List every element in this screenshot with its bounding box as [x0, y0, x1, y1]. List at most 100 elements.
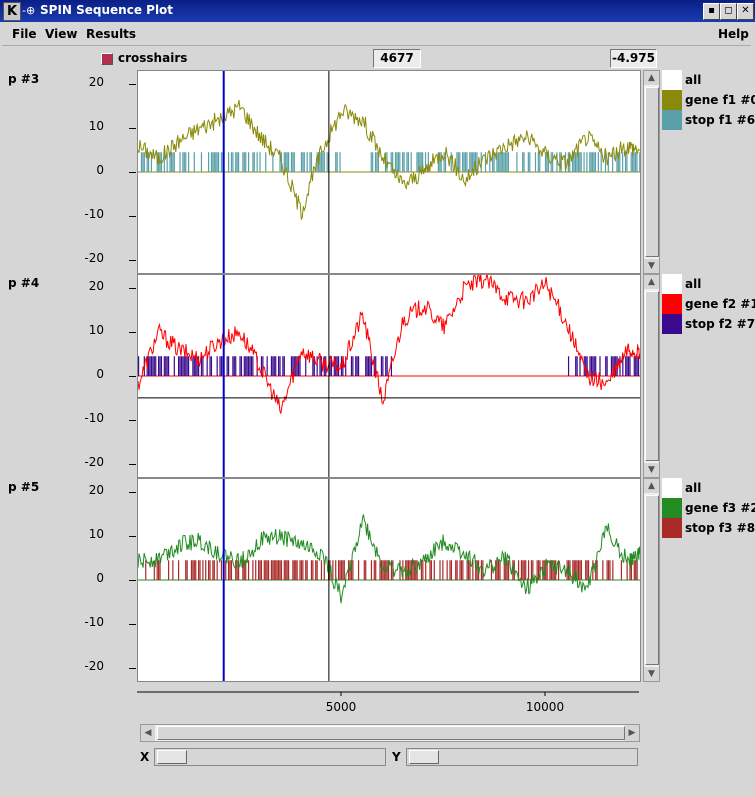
- stop-bar: [183, 152, 185, 172]
- legend-swatch[interactable]: [662, 294, 682, 314]
- maximize-button[interactable]: ◻: [720, 3, 737, 20]
- sequence-plot[interactable]: [137, 71, 641, 273]
- legend-item[interactable]: stop f3 #8: [662, 518, 755, 538]
- legend-item[interactable]: stop f2 #7: [662, 314, 755, 334]
- stop-bar: [343, 560, 345, 580]
- stop-bar: [386, 152, 388, 172]
- stop-bar: [167, 356, 170, 376]
- stop-bar: [375, 560, 377, 580]
- legend-swatch[interactable]: [662, 498, 682, 518]
- stop-bar: [349, 560, 351, 580]
- vertical-scrollbar[interactable]: ▲ ▼: [643, 70, 660, 274]
- y-tick-mark: [129, 259, 136, 261]
- stop-bar: [256, 152, 258, 172]
- stop-bar: [386, 560, 388, 580]
- stop-bar: [262, 356, 264, 376]
- stop-bar: [576, 356, 578, 376]
- stop-bar: [367, 356, 370, 376]
- scroll-down-icon[interactable]: ▼: [644, 667, 659, 681]
- legend-swatch[interactable]: [662, 90, 682, 110]
- legend-swatch[interactable]: [662, 110, 682, 130]
- stop-bar: [182, 152, 184, 172]
- stop-bar: [185, 356, 187, 376]
- stop-bar: [212, 152, 214, 172]
- stop-bar: [236, 560, 238, 580]
- stop-bar: [302, 152, 304, 172]
- y-zoom-slider[interactable]: [406, 748, 638, 766]
- scroll-up-icon[interactable]: ▲: [644, 275, 659, 289]
- scroll-up-icon[interactable]: ▲: [644, 71, 659, 85]
- plot-area[interactable]: [137, 478, 641, 682]
- stop-bar: [599, 356, 601, 376]
- legend-item[interactable]: all: [662, 274, 754, 294]
- menu-view[interactable]: View: [45, 27, 78, 41]
- stop-bar: [466, 560, 468, 580]
- stop-bar: [612, 356, 614, 376]
- x-slider-handle[interactable]: [157, 750, 187, 764]
- y-tick-label: 20: [88, 75, 104, 90]
- horizontal-scroll-thumb[interactable]: [157, 726, 625, 740]
- legend-item[interactable]: gene f1 #0: [662, 90, 755, 110]
- sequence-plot[interactable]: [137, 479, 641, 681]
- x-zoom-slider[interactable]: [154, 748, 386, 766]
- legend-swatch[interactable]: [662, 478, 682, 498]
- crosshairs-checkbox[interactable]: [101, 53, 113, 65]
- stop-bar: [413, 560, 415, 580]
- scroll-up-icon[interactable]: ▲: [644, 479, 659, 493]
- vertical-scrollbar[interactable]: ▲ ▼: [643, 274, 660, 478]
- menu-results[interactable]: Results: [86, 27, 137, 41]
- legend-swatch[interactable]: [662, 70, 682, 90]
- stop-bar: [342, 560, 344, 580]
- y-slider-handle[interactable]: [409, 750, 439, 764]
- legend-item[interactable]: all: [662, 70, 754, 90]
- stop-bar: [470, 152, 472, 172]
- stop-bar: [532, 560, 534, 580]
- legend-swatch[interactable]: [662, 314, 682, 334]
- stop-bar: [337, 356, 340, 376]
- scroll-right-icon[interactable]: ▶: [625, 725, 639, 741]
- legend-item[interactable]: stop f1 #6: [662, 110, 755, 130]
- scroll-down-icon[interactable]: ▼: [644, 463, 659, 477]
- menu-file[interactable]: File: [12, 27, 37, 41]
- stop-bar: [273, 356, 275, 376]
- vertical-scroll-thumb[interactable]: [645, 87, 659, 257]
- stop-bar: [205, 560, 207, 580]
- stop-bar: [585, 356, 587, 376]
- stop-bar: [600, 152, 602, 172]
- pin-icon[interactable]: -⊕: [22, 4, 36, 17]
- plot-area[interactable]: [137, 271, 641, 478]
- stop-bar: [497, 560, 500, 580]
- stop-bar: [476, 152, 478, 172]
- stop-bar: [216, 356, 218, 376]
- scroll-down-icon[interactable]: ▼: [644, 259, 659, 273]
- close-button[interactable]: ✕: [737, 3, 754, 20]
- stop-bar: [236, 152, 238, 172]
- plot-area[interactable]: [137, 70, 641, 274]
- minimize-button[interactable]: ▪: [703, 3, 720, 20]
- stop-bar: [490, 560, 493, 580]
- legend-swatch[interactable]: [662, 518, 682, 538]
- title-bar[interactable]: K -⊕ SPIN Sequence Plot ▪ ◻ ✕: [0, 0, 755, 22]
- y-slider-label: Y: [392, 750, 401, 764]
- stop-bar: [537, 152, 539, 172]
- legend-swatch[interactable]: [662, 274, 682, 294]
- stop-bar: [232, 152, 234, 172]
- scroll-left-icon[interactable]: ◀: [141, 725, 155, 741]
- vertical-scroll-thumb[interactable]: [645, 291, 659, 461]
- stop-bar: [520, 560, 523, 580]
- legend-item[interactable]: gene f3 #2: [662, 498, 755, 518]
- k-icon[interactable]: K: [3, 2, 21, 21]
- stop-bar: [210, 356, 213, 376]
- menu-help[interactable]: Help: [718, 27, 749, 41]
- stop-bar: [280, 560, 283, 580]
- horizontal-scrollbar[interactable]: ◀ ▶: [140, 724, 640, 742]
- stop-bar: [193, 560, 195, 580]
- vertical-scroll-thumb[interactable]: [645, 495, 659, 665]
- stop-bar: [529, 152, 531, 172]
- sequence-plot[interactable]: [137, 271, 641, 477]
- legend-item[interactable]: gene f2 #1: [662, 294, 755, 314]
- vertical-scrollbar[interactable]: ▲ ▼: [643, 478, 660, 682]
- stop-bar: [385, 356, 387, 376]
- legend-label: gene f3 #2: [685, 501, 755, 515]
- legend-item[interactable]: all: [662, 478, 754, 498]
